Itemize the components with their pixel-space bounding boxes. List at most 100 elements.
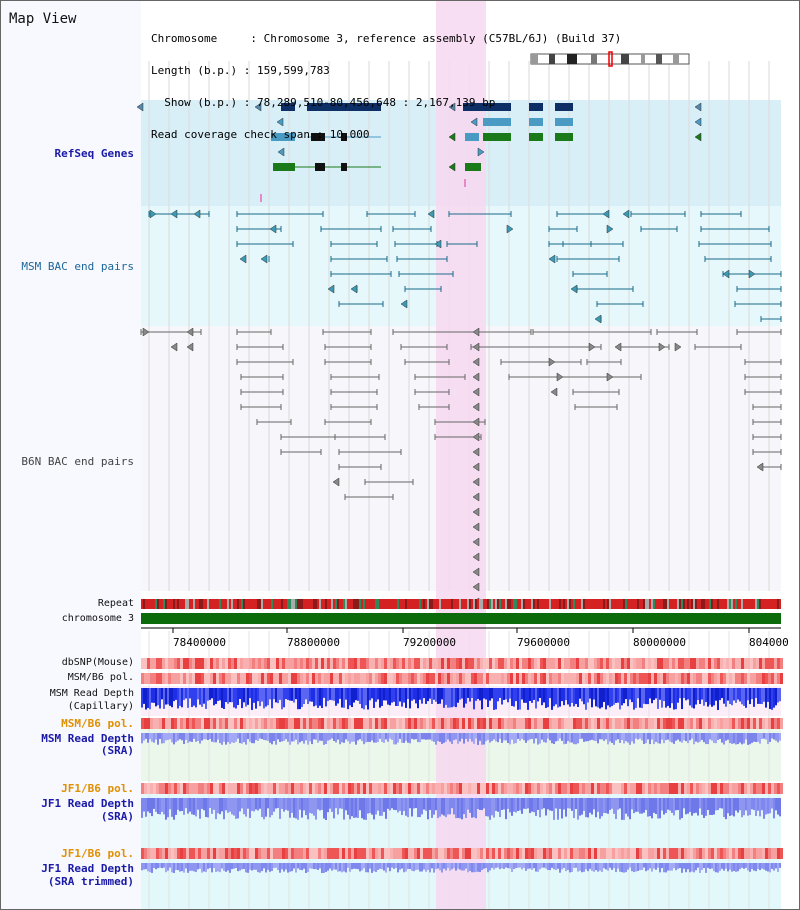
dbsnp-strip [534, 658, 537, 669]
jf1-sra-depth-bar [771, 798, 773, 809]
jf1-sra-depth-bar [453, 798, 455, 815]
msm-b6-pol-2-strip [429, 718, 432, 729]
msm-sra-depth-bar [581, 733, 583, 739]
msm-b6-pol-2-strip [354, 718, 357, 729]
repeat-block [243, 599, 245, 609]
msm-sra-depth-bar [683, 733, 685, 741]
jf1-trim-depth-bar [167, 863, 169, 871]
repeat-block [721, 599, 723, 609]
jf1-b6-pol-2-strip [474, 848, 477, 859]
jf1-trim-depth-bar [483, 863, 485, 869]
msm-b6-pol-2-strip [417, 718, 420, 729]
msm-bac-arrow [260, 254, 268, 264]
jf1-b6-pol-2-strip [186, 848, 189, 859]
repeat-block [547, 599, 549, 609]
msm-capillary-depth-bar [221, 688, 223, 708]
msm-sra-depth-bar [489, 733, 491, 743]
jf1-sra-depth-bar [489, 798, 491, 820]
jf1-b6-pol-strip [525, 783, 528, 794]
msm-capillary-depth-bar [219, 688, 221, 701]
msm-capillary-depth-bar [657, 688, 659, 709]
jf1-trim-depth-bar [643, 863, 645, 868]
msm-sra-depth-bar [277, 733, 279, 740]
jf1-b6-pol-2-strip [363, 848, 366, 859]
jf1-sra-depth-bar [421, 798, 423, 815]
msm-b6-pol-2-strip [192, 718, 195, 729]
msm-capillary-depth-bar [271, 688, 273, 709]
jf1-b6-pol-2-strip [732, 848, 735, 859]
dbsnp-strip [765, 658, 768, 669]
repeat-block [559, 599, 561, 609]
msm-sra-depth-bar [521, 733, 523, 739]
msm-capillary-depth-bar [293, 688, 295, 703]
msm-b6-pol-2-strip [582, 718, 585, 729]
msm-b6-pol-2-strip [768, 718, 771, 729]
jf1-b6-pol-strip [591, 783, 594, 794]
msm-b6-pol-2-strip [735, 718, 738, 729]
jf1-sra-depth-bar [605, 798, 607, 814]
msm-b6-pol-strip [297, 673, 300, 684]
repeat-block [311, 599, 313, 609]
msm-sra-depth-bar [199, 733, 201, 744]
repeat-block [241, 599, 243, 609]
length-info: Length (b.p.) : 159,599,783 [151, 64, 330, 77]
msm-capillary-depth-bar [441, 688, 443, 700]
ideogram-band [621, 54, 629, 64]
msm-sra-depth-bar [453, 733, 455, 741]
repeat-block [543, 599, 545, 609]
msm-b6-pol-strip [606, 673, 609, 684]
msm-capillary-depth-bar [395, 688, 397, 706]
msm-sra-depth-bar [595, 733, 597, 742]
jf1-sra-depth-bar [371, 798, 373, 815]
repeat-block [665, 599, 667, 609]
jf1-b6-pol-strip [777, 783, 780, 794]
repeat-block [685, 599, 687, 609]
msm-b6-pol-2-strip [528, 718, 531, 729]
msm-capillary-depth-bar [331, 688, 333, 701]
repeat-block [571, 599, 573, 609]
msm-sra-depth-bar [633, 733, 635, 744]
msm-capillary-depth-bar [681, 688, 683, 710]
msm-b6-pol-2-strip [285, 718, 288, 729]
jf1-b6-pol-2-strip [270, 848, 273, 859]
msm-sra-depth-bar [337, 733, 339, 740]
jf1-b6-pol-strip [711, 783, 714, 794]
jf1-sra-depth-bar [469, 798, 471, 813]
jf1-sra-depth-bar [655, 798, 657, 815]
jf1-b6-pol-2-strip [657, 848, 660, 859]
dbsnp-strip [735, 658, 738, 669]
dbsnp-strip [705, 658, 708, 669]
jf1-trim-depth-bar [303, 863, 305, 869]
msm-b6-pol-strip [774, 673, 777, 684]
b6n-bac-arrow [472, 357, 480, 367]
msm-capillary-depth-bar [539, 688, 541, 698]
msm-b6-pol-strip [225, 673, 228, 684]
msm-sra-depth-bar [663, 733, 665, 744]
msm-b6-pol-strip [216, 673, 219, 684]
jf1-sra-depth-bar [439, 798, 441, 817]
jf1-trim-depth-bar [351, 863, 353, 870]
jf1-b6-pol-strip [663, 783, 666, 794]
msm-bac-arrow [602, 209, 610, 219]
jf1-b6-pol-strip [252, 783, 255, 794]
msm-sra-depth-bar [693, 733, 695, 745]
jf1-sra-depth-bar [665, 798, 667, 813]
jf1-b6-pol-strip [261, 783, 264, 794]
jf1-trim-depth-bar [141, 863, 143, 871]
dbsnp-strip [648, 658, 651, 669]
jf1-trim-depth-bar [471, 863, 473, 873]
jf1-trim-depth-bar [267, 863, 269, 870]
gene-exon [315, 163, 325, 171]
msm-capillary-depth-bar [315, 688, 317, 706]
jf1-b6-pol-strip [393, 783, 396, 794]
jf1-sra-depth-bar [275, 798, 277, 809]
msm-sra-depth-bar [677, 733, 679, 740]
repeat-block [613, 599, 615, 609]
jf1-b6-pol-strip [672, 783, 675, 794]
msm-sra-depth-bar [639, 733, 641, 739]
msm-capillary-depth-bar [653, 688, 655, 700]
repeat-block [455, 599, 457, 609]
msm-capillary-depth-bar [609, 688, 611, 708]
jf1-b6-pol-strip [438, 783, 441, 794]
